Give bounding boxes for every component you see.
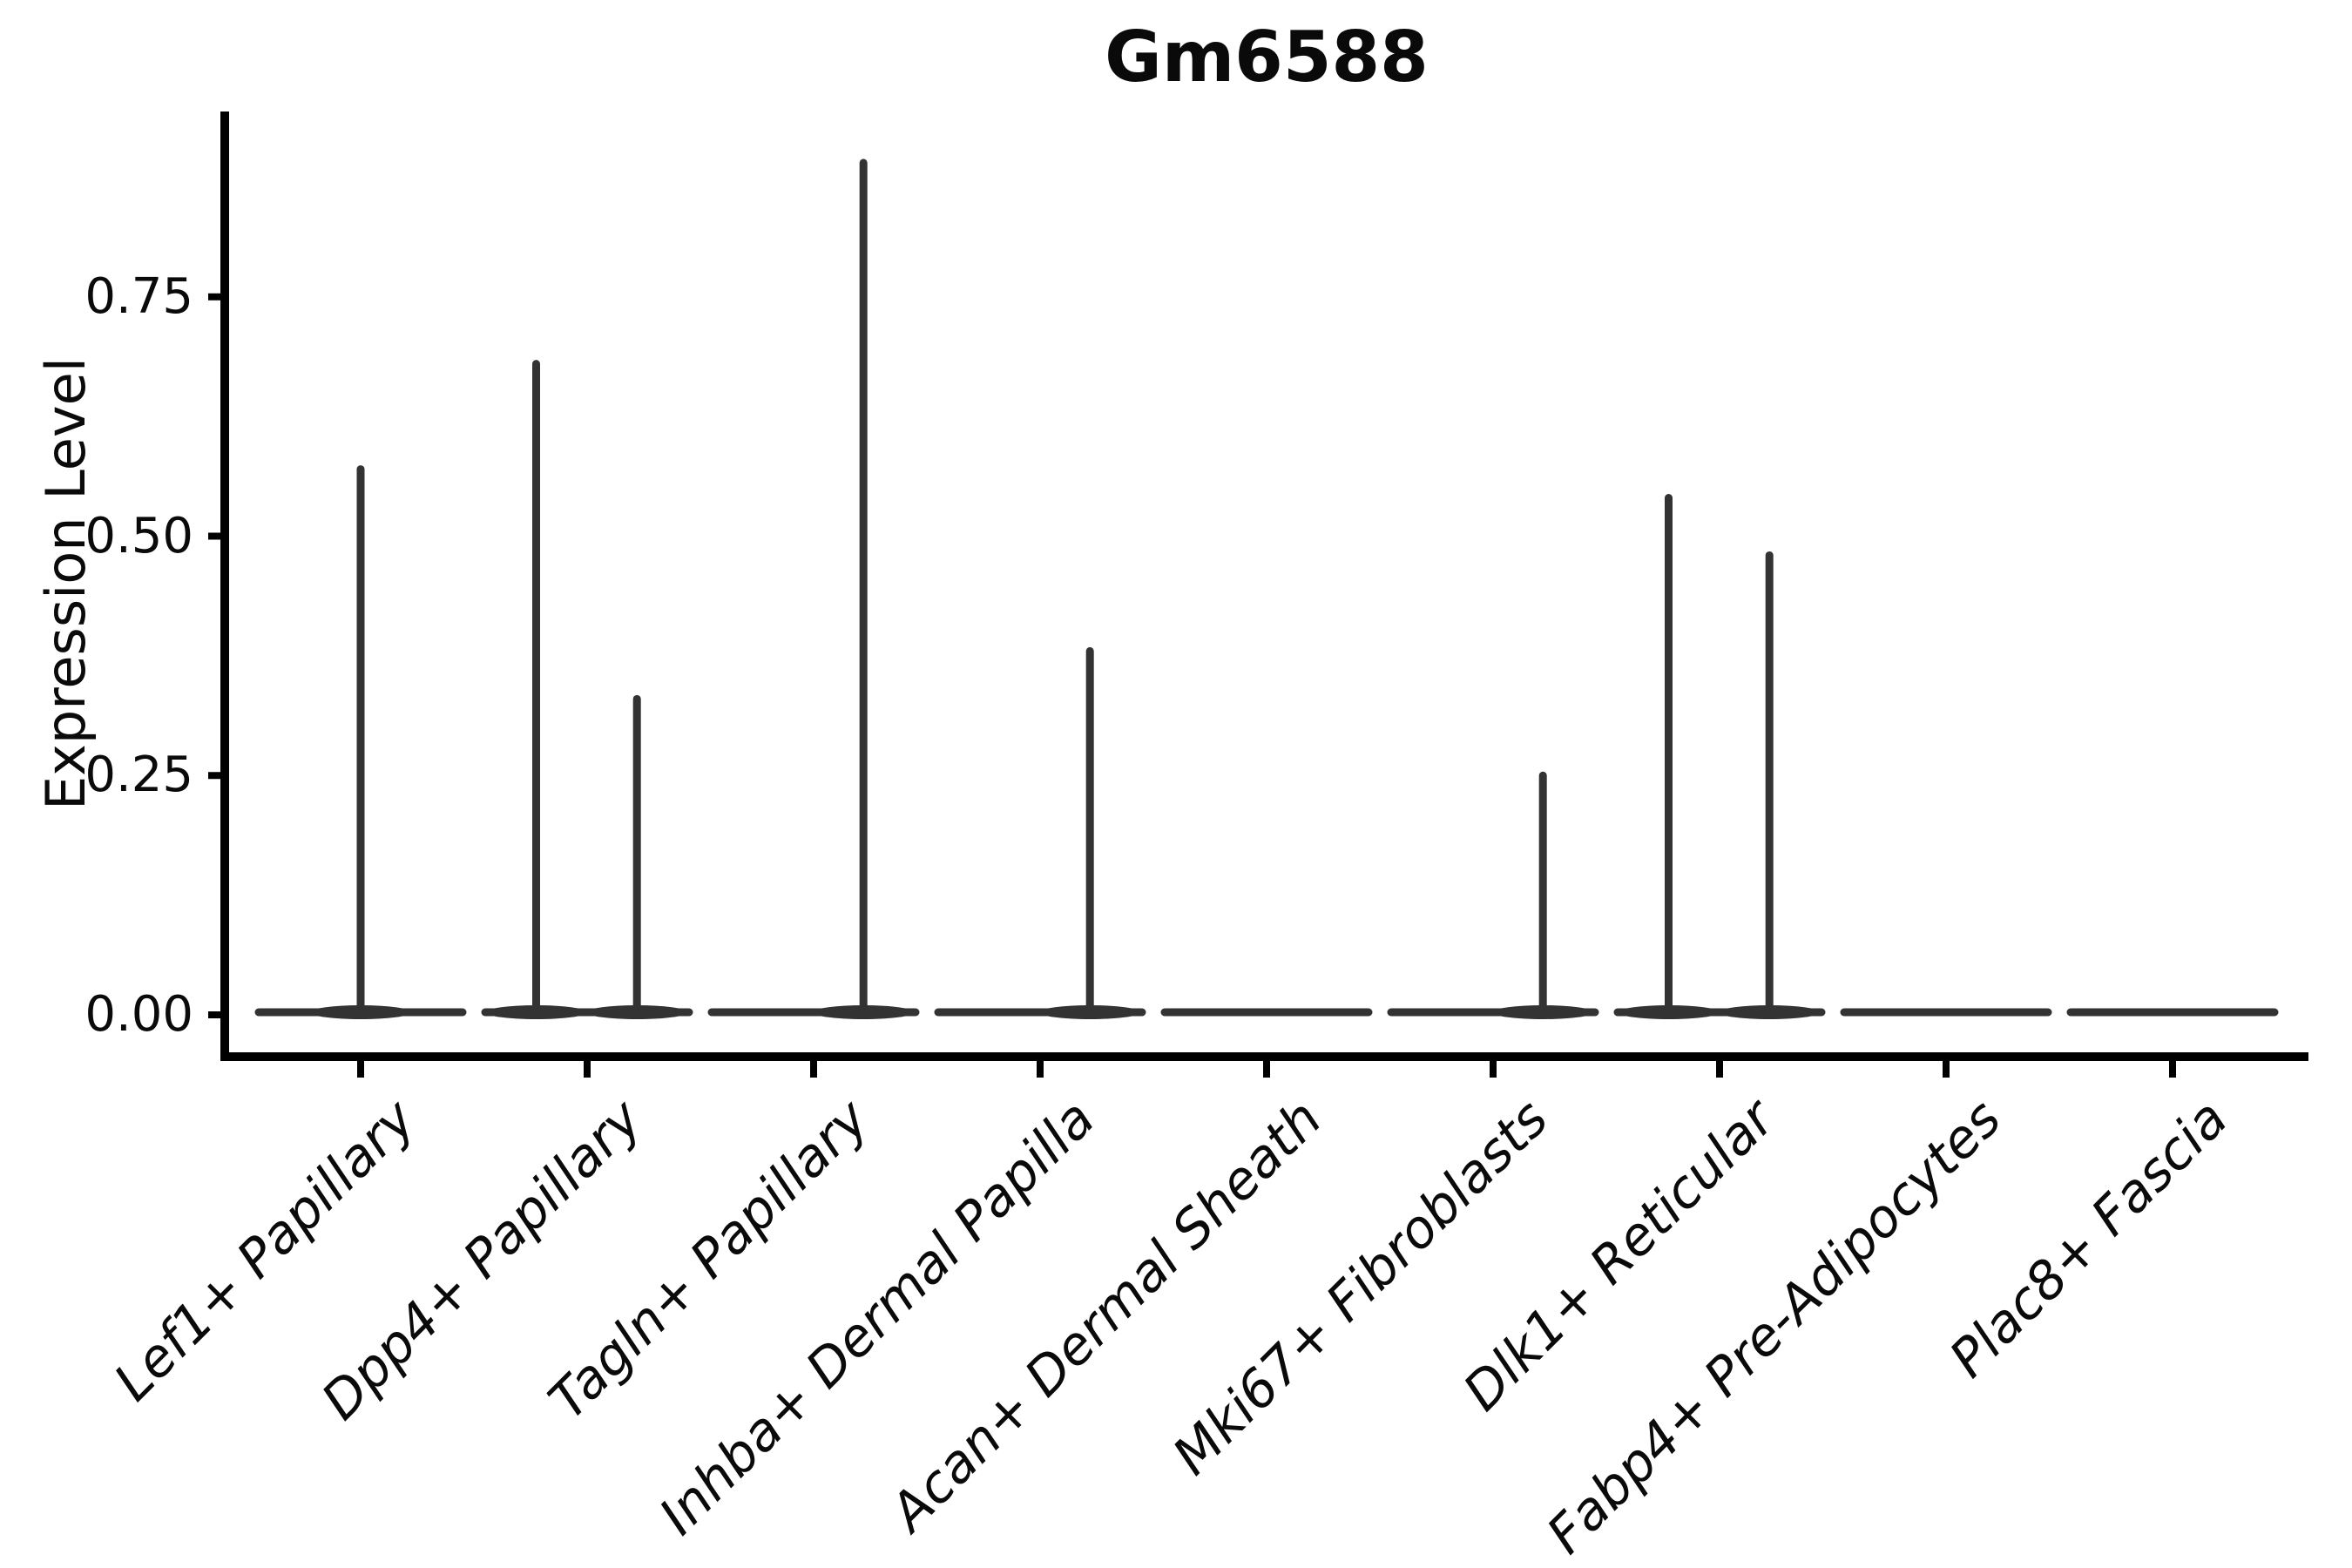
y-axis-title: Expression Level <box>34 357 98 810</box>
y-tick-label: 0.25 <box>84 747 193 804</box>
y-tick-label: 0.75 <box>84 267 193 325</box>
y-tick-label: 0.00 <box>84 986 193 1043</box>
y-tick-label: 0.50 <box>84 507 193 564</box>
chart-title: Gm6588 <box>1105 17 1429 98</box>
